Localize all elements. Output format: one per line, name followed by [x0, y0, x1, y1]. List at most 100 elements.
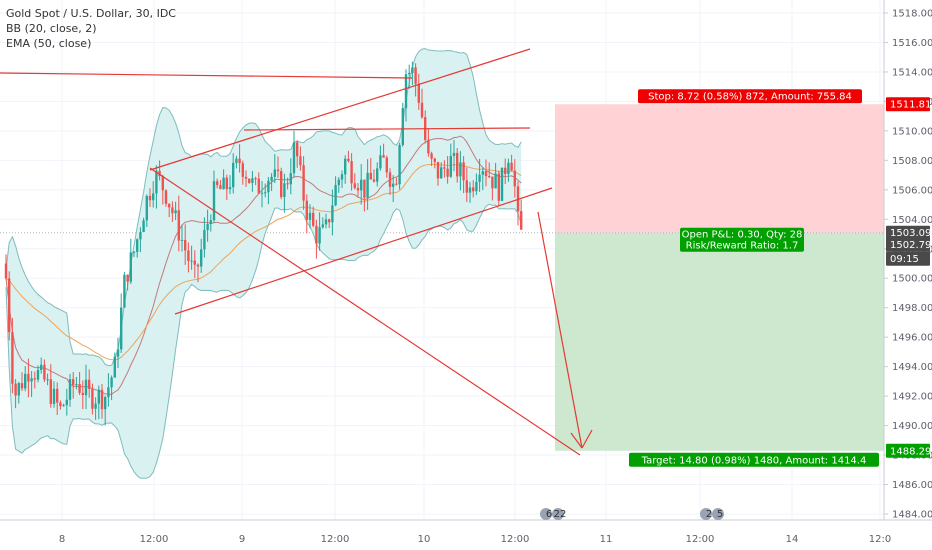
candle-body	[308, 212, 312, 220]
bb-fill	[6, 48, 522, 479]
pnl-label-line2: Risk/Reward Ratio: 1.7	[686, 241, 799, 252]
y-tick-label: 1486.00	[892, 480, 932, 491]
candle-body	[392, 183, 395, 187]
event-marker-2-count-a: 2	[706, 509, 712, 520]
candle-body	[123, 274, 126, 308]
candle-body	[353, 183, 356, 188]
candle-body	[328, 219, 331, 223]
candle-body	[235, 158, 238, 163]
candle-body	[382, 155, 385, 158]
candle-body	[11, 332, 14, 384]
candle-body	[248, 178, 251, 183]
candle-body	[43, 364, 46, 380]
candle-body	[116, 349, 120, 357]
countdown-badge-bg	[886, 251, 930, 266]
candle-body	[110, 377, 113, 388]
candle-body	[260, 192, 264, 194]
candle-body	[190, 260, 193, 262]
ema-line	[5, 163, 522, 361]
y-tick-label: 1492.00	[892, 392, 932, 403]
target-label-text: Target: 14.80 (0.98%) 1480, Amount: 1414…	[641, 455, 867, 466]
candle-body	[142, 220, 145, 233]
candle-body	[88, 379, 91, 389]
bb-lower	[5, 203, 522, 479]
current-price-badge: 1502.79	[890, 240, 931, 251]
candle-body	[500, 167, 504, 201]
x-tick-label: 12:00	[686, 534, 715, 545]
candle-body	[206, 224, 209, 231]
candle-body	[363, 179, 366, 198]
candle-body	[139, 232, 142, 240]
candle-body	[257, 178, 260, 194]
candle-body	[75, 384, 78, 386]
candle-body	[324, 219, 328, 225]
candle-body	[120, 307, 123, 350]
stop-label-text: Stop: 8.72 (0.58%) 872, Amount: 755.84	[648, 92, 852, 103]
candle-body	[504, 167, 507, 175]
candle-body	[49, 379, 52, 404]
y-tick-label: 1514.00	[892, 67, 932, 78]
y-tick-label: 1498.00	[892, 303, 932, 314]
legend-bb[interactable]: BB (20, close, 2)	[6, 22, 97, 35]
candle-body	[132, 251, 136, 253]
target-label-bg	[629, 452, 879, 467]
candle-body	[196, 264, 200, 267]
candle-body	[488, 176, 491, 178]
candle-body	[283, 183, 286, 198]
candle-body	[376, 168, 379, 182]
candle-body	[174, 210, 177, 214]
candle-body	[171, 207, 174, 214]
bollinger-bands	[5, 48, 522, 479]
candle-body	[443, 167, 446, 169]
x-tick-label: 9	[239, 534, 245, 545]
candle-body	[40, 364, 43, 370]
countdown-badge: 09:15	[890, 254, 919, 265]
candle-body	[430, 153, 433, 159]
arrow-head-left	[570, 432, 583, 449]
candle-body	[209, 220, 212, 225]
candle-body	[484, 171, 488, 177]
candle-body	[65, 399, 68, 406]
legend-symbol[interactable]: Gold Spot / U.S. Dollar, 30, IDC	[6, 7, 176, 20]
candle-body	[462, 162, 465, 181]
candle-body	[446, 168, 449, 177]
candle-body	[225, 177, 228, 190]
y-tick-label: 1504.00	[892, 215, 932, 226]
candle-body	[347, 158, 350, 162]
candle-body	[264, 192, 267, 194]
candle-body	[113, 356, 116, 378]
candle-body	[497, 173, 500, 201]
candle-body	[408, 72, 411, 75]
bb-upper	[5, 48, 522, 367]
event-marker-2-count-b: 5	[717, 509, 723, 520]
candle-body	[68, 379, 72, 400]
channel-lower	[174, 187, 553, 315]
candle-body	[145, 195, 148, 221]
time-axis: 8 12:00 9 12:00 10 12:00 11 12:00 14 12:0	[59, 534, 891, 545]
candle-body	[270, 176, 273, 181]
candle-body	[30, 378, 33, 382]
chart-legend: Gold Spot / U.S. Dollar, 30, IDC BB (20,…	[6, 6, 176, 51]
candle-body	[385, 157, 388, 173]
current-price-badge-bg	[886, 237, 930, 252]
candle-body	[315, 225, 318, 244]
candle-body	[187, 250, 190, 262]
candle-body	[126, 274, 129, 282]
candle-body	[100, 389, 104, 410]
x-tick-label: 14	[786, 534, 799, 545]
position-labels: Stop: 8.72 (0.58%) 872, Amount: 755.84 Op…	[540, 89, 931, 520]
candle-body	[366, 172, 369, 198]
candle-body	[516, 186, 520, 212]
candle-body	[20, 383, 24, 389]
candle-body	[52, 388, 56, 404]
legend-ema[interactable]: EMA (50, close)	[6, 37, 92, 50]
candle-body	[267, 180, 270, 193]
candle-body	[27, 373, 30, 382]
candle-body	[513, 170, 516, 187]
event-marker-2-dot1	[700, 508, 712, 520]
candle-body	[388, 172, 392, 187]
candle-body	[91, 388, 94, 409]
candle-body	[219, 185, 222, 190]
candle-body	[465, 180, 468, 193]
